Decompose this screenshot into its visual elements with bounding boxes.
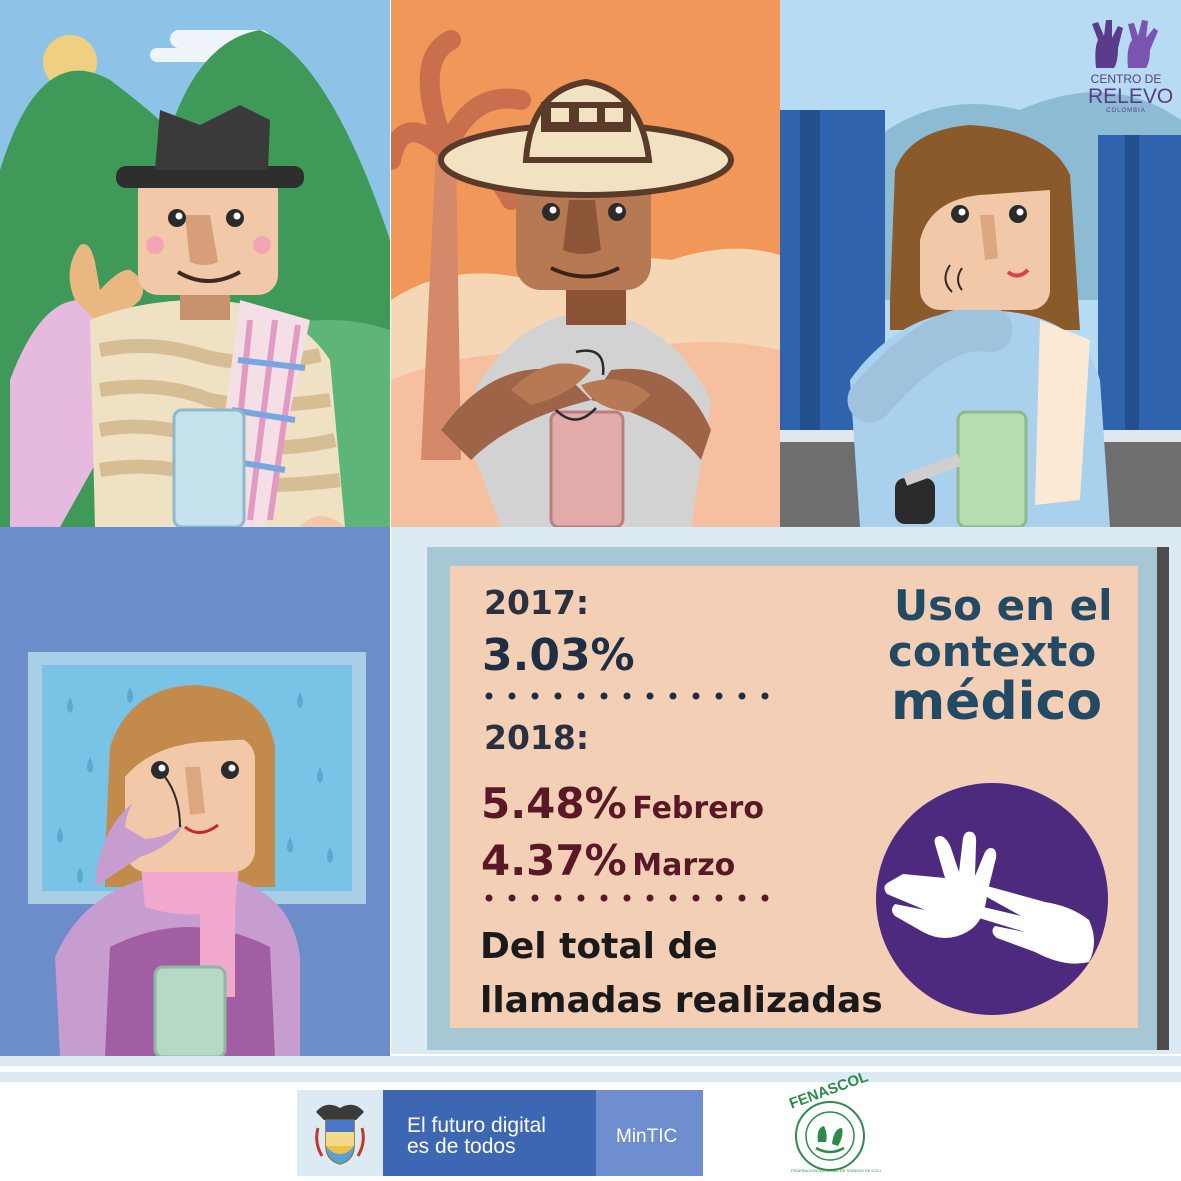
footnote-line2: llamadas realizadas bbox=[480, 980, 883, 1021]
centro-logo-line1: CENTRO DE bbox=[1090, 72, 1162, 86]
value-february: 5.48% bbox=[481, 779, 627, 828]
label-march: Marzo bbox=[632, 848, 736, 883]
footnote-line1: Del total de bbox=[480, 926, 718, 967]
mintic-label: MinTIC bbox=[616, 1126, 678, 1147]
title-line3: médico bbox=[891, 672, 1103, 732]
mintic-block bbox=[596, 1090, 703, 1176]
illustration-andean-man bbox=[0, 0, 390, 527]
illustration-woman-city bbox=[780, 0, 1181, 527]
fenascol-logo bbox=[795, 1101, 865, 1171]
dotted-divider-2 bbox=[485, 894, 769, 902]
sign-language-icon bbox=[876, 783, 1108, 1015]
title-line2: contexto bbox=[888, 627, 1097, 676]
divider-stripe-top bbox=[0, 1056, 1181, 1066]
info-panel-shadow bbox=[1157, 547, 1169, 1050]
fenascol-subtitle: FEDERACIÓN NACIONAL DE SORDOS DE COLOMBI… bbox=[791, 1168, 881, 1173]
dotted-divider-1 bbox=[485, 692, 769, 700]
illustration-woman-window bbox=[0, 527, 390, 1057]
centro-logo-line3: COLOMBIA bbox=[1106, 108, 1146, 114]
value-february-row: 5.48% Febrero bbox=[481, 779, 764, 828]
value-2017: 3.03% bbox=[482, 630, 635, 681]
centro-de-relevo-logo: CENTRO DE RELEVO COLOMBIA bbox=[1088, 18, 1174, 118]
divider-stripe-bottom bbox=[0, 1072, 1181, 1082]
title-line1: Uso en el bbox=[894, 581, 1113, 630]
year-2018-label: 2018: bbox=[484, 718, 590, 757]
signing-hands-icon bbox=[1092, 20, 1158, 68]
label-february: Febrero bbox=[632, 791, 764, 826]
value-march-row: 4.37% Marzo bbox=[481, 836, 735, 885]
centro-logo-line2: RELEVO bbox=[1088, 85, 1174, 108]
government-slogan-line1: El futuro digital bbox=[407, 1114, 546, 1137]
government-slogan-line2: es de todos bbox=[407, 1135, 516, 1158]
value-march: 4.37% bbox=[481, 836, 627, 885]
government-slogan-block bbox=[383, 1090, 596, 1176]
illustration-sombrero-man bbox=[391, 0, 780, 527]
colombia-coat-of-arms-icon bbox=[315, 1104, 365, 1165]
year-2017-label: 2017: bbox=[484, 583, 590, 622]
